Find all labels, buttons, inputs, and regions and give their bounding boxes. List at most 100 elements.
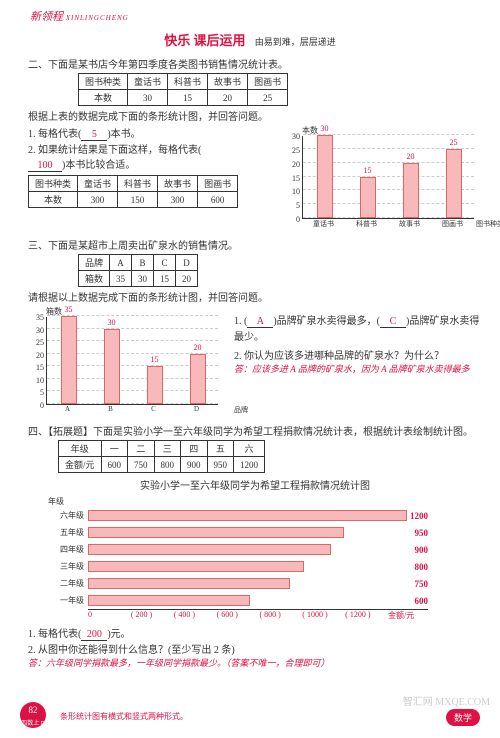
page-num-val: 82: [29, 705, 38, 715]
table-cell: 本数: [79, 90, 128, 106]
table-cell: 二: [128, 441, 155, 457]
sec4-q2-ans: 答：六年级同学捐款最多，一年级同学捐款最少。（答案不唯一，合理即可）: [28, 656, 482, 669]
table-cell: 150: [118, 192, 158, 208]
table-cell: D: [176, 255, 198, 271]
sec4-q2: 2. 从图中你还能得到什么信息？(至少写出 2 条): [28, 641, 482, 656]
table-cell: 品牌: [79, 255, 110, 271]
s3q1-b: C: [380, 316, 406, 328]
bar: [190, 354, 206, 404]
bar: [360, 177, 376, 219]
table-cell: 三: [154, 441, 181, 457]
table-cell: 750: [128, 457, 155, 473]
hbar-fill: [88, 510, 407, 521]
table-cell: B: [132, 255, 154, 271]
table-cell: 600: [198, 192, 238, 208]
table-cell: 600: [101, 457, 128, 473]
bar: [147, 366, 163, 404]
ribbon-main: 快乐 课后运用: [164, 33, 245, 48]
q2-post: )本书比较合适。: [62, 160, 135, 171]
section-4: 四、【拓展题】下面是实验小学一至六年级同学为希望工程捐款情况统计表，根据统计表绘…: [28, 423, 482, 669]
s4q1-post: )元。: [107, 629, 130, 640]
table-cell: 五: [207, 441, 234, 457]
s4q1-pre: 1. 每格代表(: [28, 629, 81, 640]
table-cell: 科普书: [118, 176, 158, 192]
table-cell: 四: [181, 441, 208, 457]
page-number: 82 四数上 R: [20, 702, 46, 728]
table-cell: 六: [234, 441, 265, 457]
table-cell: 一: [101, 441, 128, 457]
table-cell: 25: [248, 90, 288, 106]
table-cell: 35: [110, 271, 132, 287]
table-cell: 故事书: [208, 74, 248, 90]
s3q1-pre: 1. (: [234, 316, 247, 327]
footer: 82 四数上 R 条形统计图有横式和竖式两种形式。 数学: [0, 706, 500, 732]
table-cell: 童话书: [128, 74, 168, 90]
sec3-chart: 05101520253035 35301520 ABCD品牌: [28, 317, 218, 417]
table-cell: 30: [128, 90, 168, 106]
table-cell: 950: [207, 457, 234, 473]
ribbon-title: 快乐 课后运用 由易到难，层层递进: [164, 30, 336, 49]
sec4-q1: 1. 每格代表(200)元。: [28, 625, 482, 641]
sec3-followup: 请根据以上数据完成下面的条形统计图，并回答问题。: [28, 289, 482, 304]
hbar-fill: [88, 527, 344, 538]
hbar-row: 二年级750: [48, 575, 428, 592]
sec4-table: 年级一二三四五六金额/元6007508009009501200: [58, 440, 265, 473]
table-cell: 本数: [29, 192, 78, 208]
footer-text: 条形统计图有横式和竖式两种形式。: [60, 711, 188, 722]
bar: [317, 135, 333, 218]
hbar-row: 一年级600: [48, 592, 428, 609]
table-cell: 800: [154, 457, 181, 473]
brand-pinyin: XINLINGCHENG: [66, 14, 129, 22]
q1-ans: 5: [81, 129, 107, 141]
sec2-q2: 2. 如果统计结果是下面这样，每格代表( 100)本书比较合适。: [28, 141, 278, 172]
table-cell: 30: [132, 271, 154, 287]
hbar-fill: [88, 544, 331, 555]
table-cell: C: [154, 255, 176, 271]
sec2-title: 二、下面是某书店今年第四季度各类图书销售情况统计表。: [28, 56, 482, 71]
table-cell: 图画书: [198, 176, 238, 192]
sec2-followup: 根据上表的数据完成下面的条形统计图，并回答问题。: [28, 108, 482, 123]
table-cell: 1200: [234, 457, 265, 473]
brand-name: 新领程: [30, 11, 63, 23]
sec4-title: 四、【拓展题】下面是实验小学一至六年级同学为希望工程捐款情况统计表，根据统计表绘…: [28, 423, 482, 438]
hbar-row: 三年级800: [48, 558, 428, 575]
table-cell: 900: [181, 457, 208, 473]
bar: [61, 316, 77, 404]
table-cell: 童话书: [78, 176, 118, 192]
table-cell: 金额/元: [59, 457, 102, 473]
s4q1-ans: 200: [81, 629, 107, 641]
table-cell: 箱数: [79, 271, 110, 287]
bar: [446, 149, 462, 218]
table-cell: 故事书: [158, 176, 198, 192]
table-cell: 300: [158, 192, 198, 208]
sec2-chart: 051015202530 30152025 童话书科普书故事书图画书图书种类: [284, 136, 474, 231]
hbar-fill: [88, 578, 290, 589]
table-cell: 图画书: [248, 74, 288, 90]
sec3-q1: 1. (A)品牌矿泉水卖得最多，(C)品牌矿泉水卖得最少。: [234, 312, 482, 343]
table-cell: 图书种类: [79, 74, 128, 90]
table-cell: 20: [208, 90, 248, 106]
page-sub: 四数上 R: [21, 721, 45, 727]
sec3-q2: 2. 你认为应该多进哪种品牌的矿泉水？为什么？: [234, 347, 482, 362]
table-cell: 图书种类: [29, 176, 78, 192]
sec2-table2: 图书种类童话书科普书故事书图画书本数300150300600: [28, 175, 238, 208]
ribbon-sub: 由易到难，层层递进: [255, 37, 336, 47]
s3q1-a: A: [247, 316, 273, 328]
section-2: 二、下面是某书店今年第四季度各类图书销售情况统计表。 图书种类童话书科普书故事书…: [28, 56, 482, 231]
table-cell: 年级: [59, 441, 102, 457]
watermark: 智汇网 MXQE.COM: [403, 693, 490, 708]
section-3: 三、下面是某超市上周卖出矿泉水的销售情况。 品牌ABCD箱数35301520 请…: [28, 237, 482, 417]
hbar-fill: [88, 561, 304, 572]
brand-header: 新领程 XINLINGCHENG: [30, 8, 129, 24]
table-cell: 300: [78, 192, 118, 208]
table-cell: A: [110, 255, 132, 271]
table-cell: 20: [176, 271, 198, 287]
sec4-chart-title: 实验小学一至六年级同学为希望工程捐款情况统计图: [28, 477, 482, 492]
s3q1-mid: )品牌矿泉水卖得最多，(: [273, 316, 380, 327]
hbar-fill: [88, 595, 250, 606]
q2-ans: 100: [28, 160, 62, 172]
q2-pre: 2. 如果统计结果是下面这样，每格代表(: [28, 145, 201, 156]
bar: [104, 329, 120, 404]
sec3-title: 三、下面是某超市上周卖出矿泉水的销售情况。: [28, 237, 482, 252]
sec3-q2-ans: 答：应该多进 A 品牌的矿泉水，因为 A 品牌矿泉水卖得最多: [234, 362, 482, 375]
